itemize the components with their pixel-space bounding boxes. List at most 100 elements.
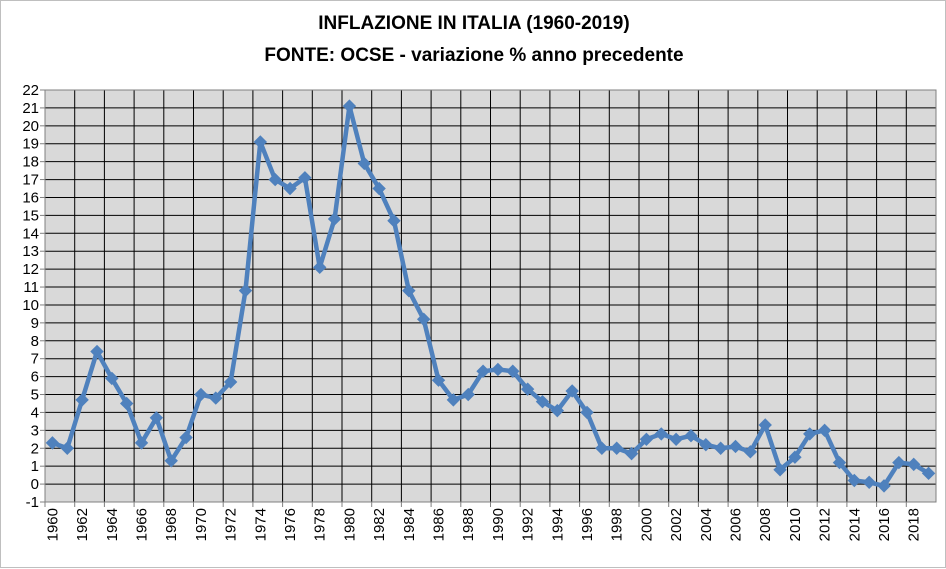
data-point-marker	[803, 427, 817, 441]
x-tick-label: 1986	[431, 508, 448, 541]
data-point-marker	[773, 463, 787, 477]
data-point-marker	[357, 156, 371, 171]
data-point-marker	[654, 427, 668, 441]
x-tick-label: 1968	[163, 508, 180, 541]
data-point-marker	[119, 396, 134, 411]
data-point-marker	[298, 171, 312, 185]
data-point-marker	[862, 475, 876, 490]
x-tick-label: 2004	[698, 508, 715, 541]
x-tick-label: 1982	[371, 508, 388, 541]
data-point-marker	[342, 99, 357, 113]
data-point-marker	[149, 411, 164, 425]
data-point-marker	[699, 437, 713, 452]
data-point-marker	[847, 473, 862, 488]
y-tick-label: 10	[22, 297, 39, 314]
data-point-marker	[238, 283, 253, 298]
data-point-marker	[639, 432, 654, 447]
x-tick-label: 1962	[74, 508, 91, 541]
data-point-marker	[520, 382, 535, 396]
data-point-marker	[327, 212, 342, 226]
data-point-marker	[728, 439, 743, 454]
x-tick-label: 1976	[282, 508, 299, 541]
data-point-marker	[684, 429, 698, 443]
data-point-marker	[476, 364, 490, 378]
x-tick-label: 1990	[490, 508, 507, 541]
data-point-marker	[907, 457, 921, 472]
data-point-marker	[402, 283, 416, 298]
y-tick-label: 21	[22, 100, 39, 117]
y-tick-label: 2	[31, 440, 39, 457]
chart-subtitle: FONTE: OCSE - variazione % anno preceden…	[264, 45, 684, 66]
y-tick-label: 22	[22, 82, 39, 99]
data-point-marker	[892, 455, 906, 470]
y-tick-label: 20	[22, 118, 39, 135]
data-point-marker	[283, 181, 297, 196]
x-tick-label: 1996	[579, 508, 596, 541]
x-tick-label: 1966	[134, 508, 151, 541]
y-tick-label: 8	[31, 333, 39, 350]
data-point-marker	[565, 384, 579, 398]
data-point-marker	[179, 430, 193, 445]
y-tick-label: 7	[31, 351, 39, 368]
y-tick-label: 4	[31, 404, 39, 421]
y-tick-label: 16	[22, 189, 39, 206]
data-point-marker	[550, 403, 565, 418]
data-point-marker	[610, 441, 624, 455]
data-point-marker	[461, 387, 475, 402]
data-point-marker	[506, 364, 520, 378]
data-point-marker	[580, 405, 594, 420]
data-point-marker	[788, 450, 802, 464]
x-tick-label: 1988	[460, 508, 477, 541]
data-point-marker	[105, 371, 119, 386]
y-tick-label: 0	[31, 476, 39, 493]
y-tick-label: -1	[26, 494, 39, 511]
y-tick-label: 3	[31, 422, 39, 439]
data-point-marker	[416, 312, 431, 326]
data-point-marker	[60, 441, 74, 455]
data-point-marker	[372, 181, 386, 196]
y-tick-label: 1	[31, 458, 39, 475]
x-tick-label: 2012	[817, 508, 834, 541]
x-tick-label: 1984	[401, 508, 418, 541]
data-point-marker	[387, 214, 401, 228]
x-tick-label: 1974	[252, 508, 269, 541]
data-point-marker	[877, 479, 891, 493]
x-tick-label: 2002	[668, 508, 685, 541]
data-point-marker	[758, 418, 772, 432]
data-point-marker	[832, 455, 847, 470]
y-tick-label: 15	[22, 207, 39, 224]
data-point-marker	[194, 387, 208, 402]
x-tick-label: 1972	[223, 508, 240, 541]
data-point-marker	[921, 466, 936, 481]
data-point-marker	[75, 393, 89, 407]
x-tick-label: 1998	[609, 508, 626, 541]
y-tick-label: 18	[22, 154, 39, 171]
x-tick-label: 1994	[549, 508, 566, 541]
data-point-marker	[491, 362, 505, 377]
x-tick-label: 2008	[757, 508, 774, 541]
data-point-marker	[817, 423, 832, 438]
data-point-marker	[669, 432, 683, 447]
y-tick-label: 13	[22, 243, 39, 260]
data-point-marker	[223, 375, 238, 389]
data-point-marker	[431, 373, 446, 387]
data-point-marker	[268, 172, 282, 187]
x-tick-label: 2018	[906, 508, 923, 541]
y-tick-label: 14	[22, 225, 39, 242]
data-point-marker	[253, 135, 268, 149]
chart-title: INFLAZIONE IN ITALIA (1960-2019)	[318, 13, 630, 34]
y-tick-label: 19	[22, 136, 39, 153]
data-point-marker	[446, 393, 461, 407]
data-point-marker	[90, 344, 104, 359]
data-point-marker	[595, 441, 609, 455]
x-tick-label: 2010	[787, 508, 804, 541]
data-point-marker	[164, 454, 178, 468]
data-point-marker	[743, 445, 758, 459]
data-point-marker	[535, 394, 550, 409]
y-tick-label: 9	[31, 315, 39, 332]
x-tick-label: 2000	[638, 508, 655, 541]
y-tick-label: 6	[31, 369, 39, 386]
data-point-marker	[134, 436, 149, 450]
data-point-marker	[313, 260, 327, 275]
